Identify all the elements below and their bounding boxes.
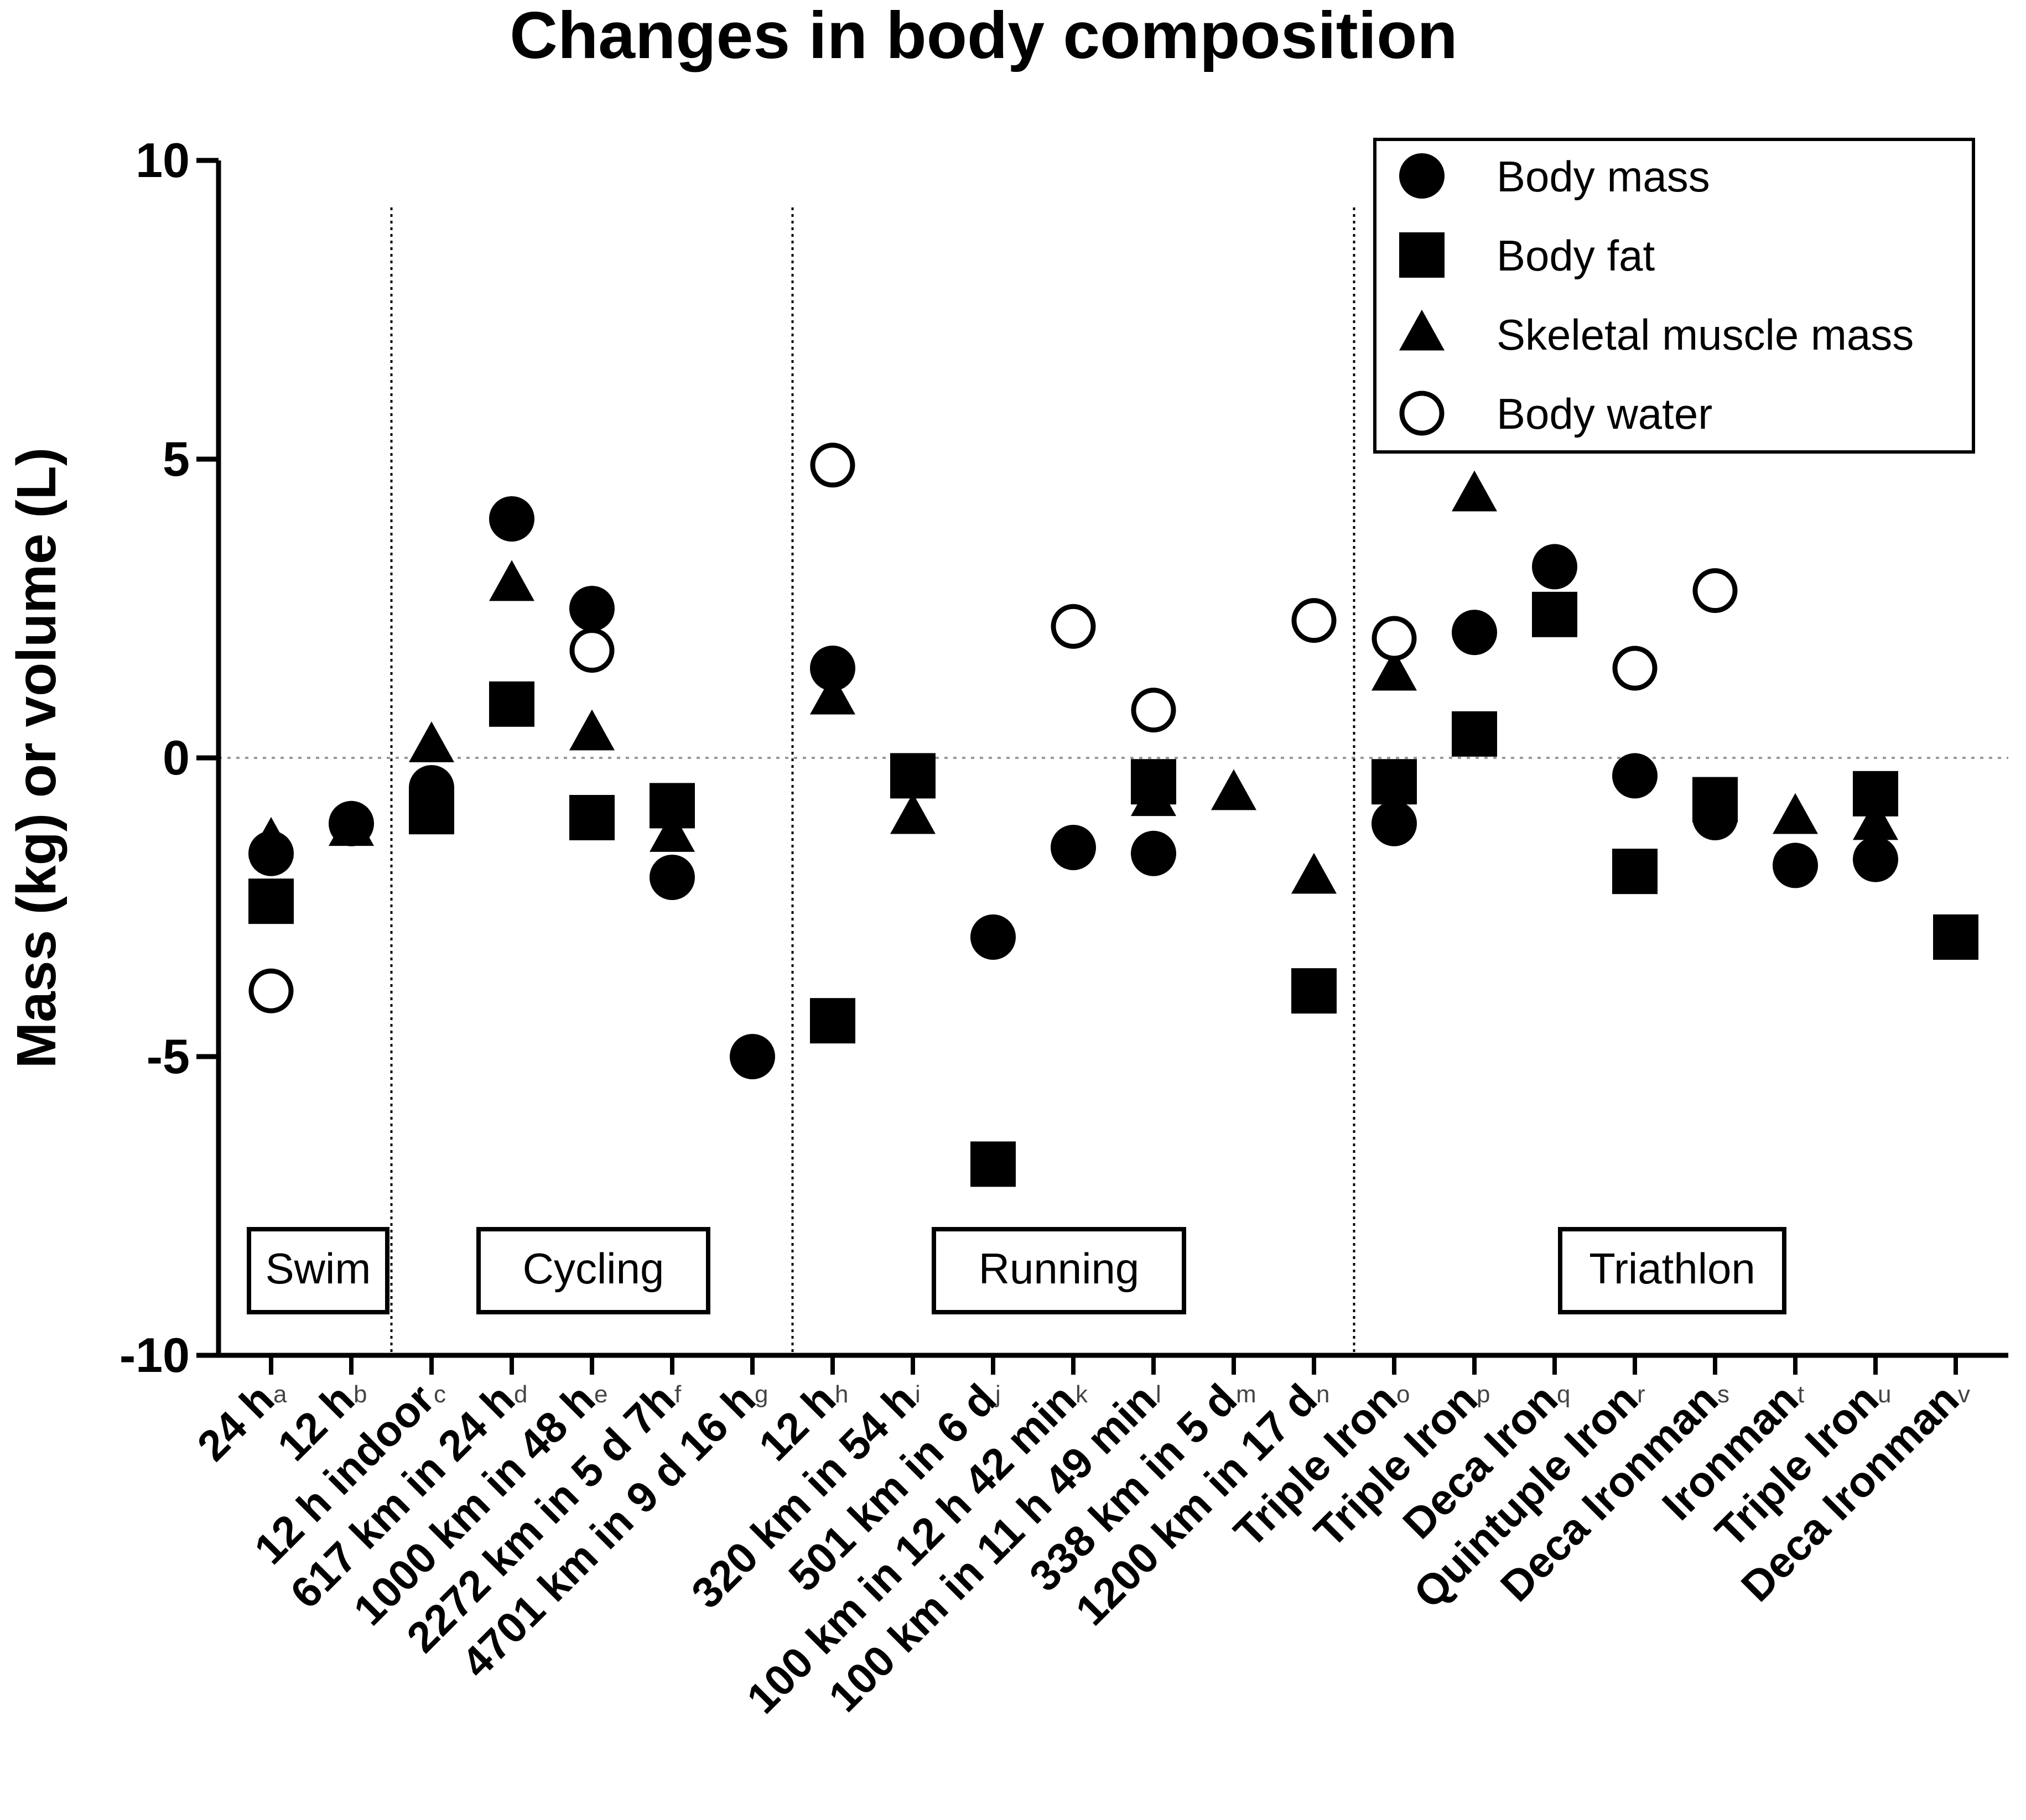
skeletal-muscle-mass-point <box>409 721 454 762</box>
body-fat-point <box>1933 914 1978 960</box>
skeletal-muscle-mass-point <box>810 673 855 715</box>
body-mass-point <box>1773 843 1818 888</box>
x-tick-superscript: q <box>1557 1381 1570 1408</box>
x-tick-superscript: i <box>915 1381 921 1408</box>
body-fat-point <box>1532 591 1577 637</box>
skeletal-muscle-mass-point <box>1853 799 1898 840</box>
skeletal-muscle-mass-point <box>569 709 615 751</box>
skeletal-muscle-mass-point <box>890 793 936 834</box>
legend-box <box>1373 138 1975 454</box>
body-fat-point <box>810 998 855 1044</box>
x-tick-superscript: c <box>434 1381 446 1408</box>
body-fat-point <box>970 1141 1016 1187</box>
body-fat-point <box>1692 777 1738 823</box>
y-tick-label: 10 <box>136 133 190 188</box>
x-tick-superscript: f <box>674 1381 682 1408</box>
skeletal-muscle-mass-point <box>1773 793 1818 834</box>
body-water-point <box>569 628 615 673</box>
body-mass-point <box>489 496 534 542</box>
group-label: Swim <box>266 1244 371 1293</box>
group-label: Cycling <box>523 1244 664 1293</box>
body-fat-point <box>1291 968 1337 1014</box>
x-tick-superscript: p <box>1477 1381 1490 1408</box>
body-water-point <box>1291 598 1337 643</box>
x-tick-superscript: u <box>1878 1381 1891 1408</box>
body-water-point <box>1612 646 1658 691</box>
body-mass-point <box>970 914 1016 960</box>
x-tick-superscript: s <box>1717 1381 1729 1408</box>
group-label: Running <box>979 1244 1140 1293</box>
x-tick-superscript: g <box>755 1381 768 1408</box>
chart-title: Changes in body composition <box>510 0 1457 72</box>
body-mass-point <box>1131 830 1176 876</box>
body-water-point <box>1131 688 1176 733</box>
body-mass-point <box>650 855 695 900</box>
group-box <box>247 1227 389 1314</box>
legend-body-mass-label: Body mass <box>1497 152 1710 201</box>
body-water-point <box>1372 616 1417 661</box>
skeletal-muscle-mass-point <box>329 805 374 846</box>
body-water-point <box>1692 568 1738 613</box>
skeletal-muscle-mass-point <box>1211 769 1256 810</box>
x-tick-superscript: j <box>994 1381 1001 1408</box>
body-mass-point <box>1452 610 1497 656</box>
skeletal-muscle-mass-point <box>1372 649 1417 691</box>
skeletal-muscle-mass-point <box>1291 852 1337 894</box>
legend-skeletal-muscle-mass-marker <box>1399 309 1445 351</box>
body-water-point <box>1051 604 1096 649</box>
body-fat-point <box>409 789 454 835</box>
body-mass-point <box>1532 544 1577 590</box>
body-mass-point <box>1853 836 1898 882</box>
x-tick-superscript: b <box>354 1381 367 1408</box>
body-mass-point <box>569 586 615 631</box>
x-tick-superscript: h <box>835 1381 848 1408</box>
body-mass-point <box>810 646 855 691</box>
x-tick-superscript: m <box>1236 1381 1256 1408</box>
group-box <box>476 1227 710 1314</box>
body-mass-point <box>1051 825 1096 870</box>
x-tick-superscript: e <box>594 1381 607 1408</box>
body-mass-point <box>730 1034 775 1079</box>
x-tick-superscript: o <box>1396 1381 1410 1408</box>
group-box <box>932 1227 1186 1314</box>
y-tick-label: 0 <box>163 730 190 785</box>
x-tick-superscript: v <box>1958 1381 1970 1408</box>
legend-body-fat-marker <box>1399 232 1445 278</box>
legend-body-mass-marker <box>1399 153 1445 199</box>
x-tick-superscript: k <box>1076 1381 1088 1408</box>
x-tick-superscript: t <box>1798 1381 1804 1408</box>
skeletal-muscle-mass-point <box>248 817 294 858</box>
legend-skeletal-muscle-mass-label: Skeletal muscle mass <box>1497 310 1914 359</box>
body-mass-point <box>1372 800 1417 846</box>
legend-body-fat-label: Body fat <box>1497 231 1655 280</box>
legend-body-water-label: Body water <box>1497 389 1712 438</box>
skeletal-muscle-mass-point <box>650 811 695 852</box>
y-tick-label: -10 <box>120 1328 190 1382</box>
y-tick-label: 5 <box>163 431 190 486</box>
body-water-point <box>248 968 294 1013</box>
x-tick-superscript: r <box>1637 1381 1645 1408</box>
x-tick-superscript: d <box>514 1381 527 1408</box>
skeletal-muscle-mass-point <box>1452 470 1497 512</box>
body-fat-point <box>248 878 294 924</box>
legend-body-water-marker <box>1399 391 1445 436</box>
body-fat-point <box>890 753 936 799</box>
x-tick-superscript: a <box>273 1381 287 1408</box>
skeletal-muscle-mass-point <box>489 560 534 601</box>
x-tick-superscript: l <box>1156 1381 1161 1408</box>
skeletal-muscle-mass-point <box>1131 775 1176 817</box>
body-fat-point <box>1612 849 1658 895</box>
body-fat-point <box>1372 759 1417 805</box>
group-label: Triathlon <box>1589 1244 1755 1293</box>
body-fat-point <box>1452 711 1497 757</box>
body-fat-point <box>569 795 615 840</box>
body-fat-point <box>489 681 534 727</box>
y-tick-label: -5 <box>147 1029 190 1084</box>
group-box <box>1558 1227 1786 1314</box>
x-tick-superscript: n <box>1316 1381 1329 1408</box>
body-mass-point <box>1612 753 1658 799</box>
y-axis-label: Mass (kg) or volume (L) <box>6 448 67 1068</box>
body-water-point <box>810 443 855 488</box>
